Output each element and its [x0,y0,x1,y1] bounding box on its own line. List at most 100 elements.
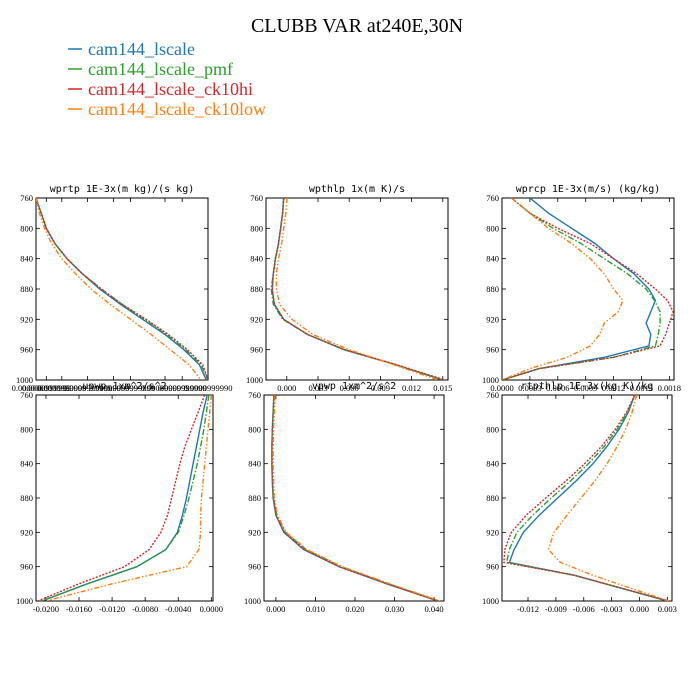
series-line-1 [271,395,440,601]
x-tick-label: 0.000 [266,604,285,614]
series-line-1 [41,395,210,601]
y-tick-label: 1000 [246,375,263,385]
x-tick-label: 0.006 [340,383,359,393]
y-tick-label: 1000 [16,596,33,606]
series-line-0 [271,395,439,601]
series-line-1 [36,198,208,380]
y-tick-label: 760 [486,390,499,400]
panel-5: rtpthlp 1E-3x(kg K)/kg 760 800 840 880 920 960… [482,381,677,614]
x-tick-label: -0.0200 [33,604,59,614]
y-tick-label: 800 [248,424,261,434]
y-tick-label: 760 [250,193,263,203]
series-line-2 [503,395,670,601]
y-tick-label: 760 [486,193,499,203]
series-line-2 [502,198,674,380]
series-line-1 [505,395,669,601]
x-tick-label: 0.0003 [518,383,541,393]
y-tick-label: 800 [486,424,499,434]
y-tick-label: 920 [248,527,261,537]
x-tick-label: 0.0018 [658,383,681,393]
x-tick-label: 0.015 [433,383,452,393]
x-tick-label: -0.0080 [132,604,158,614]
x-tick-label: 0.020 [345,604,364,614]
y-tick-label: 880 [486,284,499,294]
legend-label-0: cam144_lscale [88,39,195,59]
y-tick-label: 880 [20,284,33,294]
x-tick-label: 0.0000999999 [141,383,190,393]
y-tick-label: 960 [486,562,499,572]
x-tick-label: 0.0000999999 [22,383,71,393]
panel-0: wprtp 1E-3x(m kg)/(s kg) 760 800 840 880 920 9… [12,184,233,393]
y-tick-label: 920 [486,314,499,324]
panel-title: wprtp 1E-3x(m kg)/(s kg) [50,184,195,195]
y-tick-label: 880 [250,284,263,294]
x-tick-label: 0.003 [308,383,327,393]
x-tick-label: 0.0000999999 [37,383,86,393]
y-tick-label: 840 [486,459,499,469]
panel-title: wpthlp 1x(m K)/s [309,184,405,195]
series-line-3 [36,198,202,380]
x-tick-label: -0.0040 [165,604,191,614]
x-tick-label: 0.000 [630,604,649,614]
y-tick-label: 960 [20,345,33,355]
y-tick-label: 880 [248,493,261,503]
x-tick-label: -0.009 [545,604,567,614]
panel-4: vpwp 1xm^2/s^2 760 800 840 880 920 960 1000 0.00… [244,381,445,614]
y-tick-label: 960 [248,562,261,572]
panel-title: wprcp 1E-3x(m/s) (kg/kg) [516,184,661,195]
x-tick-label: 0.003 [658,604,677,614]
x-tick-label: -0.006 [573,604,595,614]
panel-1: wpthlp 1x(m K)/s 760 800 840 880 920 960 1000 0.… [246,184,452,393]
y-tick-label: 760 [248,390,261,400]
x-tick-label: 0.0015 [630,383,653,393]
x-tick-label: 0.009 [371,383,390,393]
x-tick-label: 0.0009 [574,383,597,393]
x-tick-label: 0.012 [402,383,421,393]
y-tick-label: 760 [20,390,33,400]
y-tick-label: 880 [20,493,33,503]
y-tick-label: 840 [20,459,33,469]
y-tick-label: 1000 [244,596,261,606]
panel-title: rtpthlp 1E-3x(kg K)/kg [521,381,653,392]
series-line-3 [502,198,624,380]
y-tick-label: 920 [20,314,33,324]
x-tick-label: 0.030 [385,604,404,614]
series-line-3 [547,395,670,601]
y-tick-label: 1000 [16,375,33,385]
plot-frame [263,394,445,602]
x-tick-label: 0.0012 [602,383,625,393]
y-tick-label: 1000 [482,375,499,385]
x-tick-label: 0.0000999999 [63,383,112,393]
x-tick-label: 0.000 [277,383,296,393]
x-tick-label: 0.0006 [546,383,569,393]
x-tick-label: -0.012 [517,604,539,614]
x-tick-label: 0.0000000000 [12,383,61,393]
legend-label-1: cam144_lscale_pmf [88,59,233,79]
series-line-1 [502,198,661,380]
plot-frame [35,197,209,381]
series-line-3 [275,198,438,380]
x-tick-label: 0.010 [306,604,325,614]
panel-title: upwp 1xm^2/s^2 [82,381,166,392]
x-tick-label: 0.0000999999 [158,383,207,393]
series-line-2 [271,198,446,380]
legend-label-3: cam144_lscale_ck10low [88,99,266,119]
legend: cam144_lscale cam144_lscale_pmf cam144_l… [68,39,266,119]
y-tick-label: 800 [250,223,263,233]
y-tick-label: 920 [250,314,263,324]
series-line-0 [508,395,668,601]
x-tick-label: 0.0000999990 [184,383,233,393]
y-tick-label: 840 [20,254,33,264]
panel-title: vpwp 1xm^2/s^2 [312,381,396,392]
legend-label-2: cam144_lscale_ck10hi [88,79,253,99]
series-line-2 [37,395,206,601]
x-tick-label: -0.0160 [66,604,92,614]
x-tick-label: -0.003 [601,604,623,614]
series-line-3 [272,395,441,601]
panel-2: wprcp 1E-3x(m/s) (kg/kg) 760 800 840 880 920 9… [482,184,681,393]
y-tick-label: 840 [486,254,499,264]
x-tick-label: 0.0000999999 [106,383,155,393]
x-tick-label: -0.0120 [99,604,125,614]
y-tick-label: 800 [20,223,33,233]
